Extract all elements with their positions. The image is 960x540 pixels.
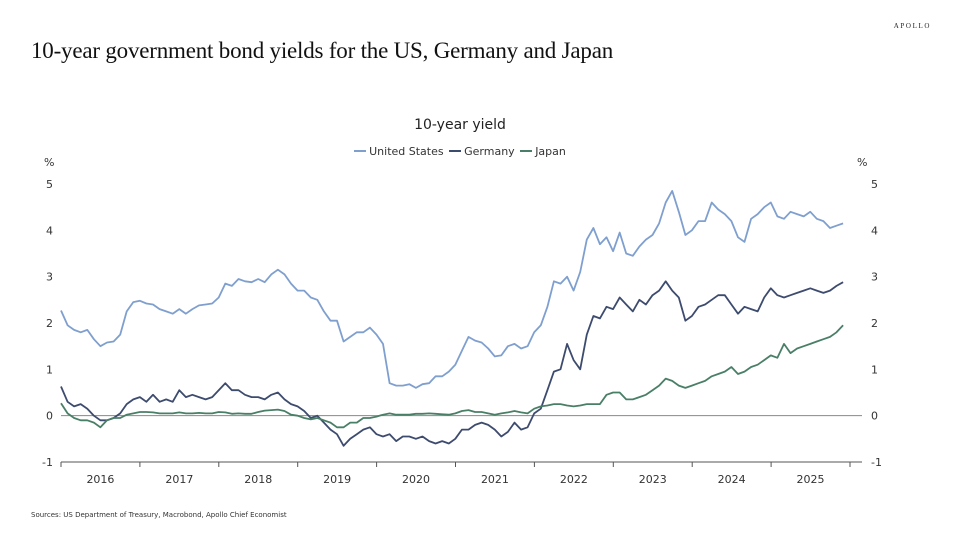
y-tick-label-right: 2 xyxy=(871,317,878,330)
y-axis-unit-left: % xyxy=(44,156,54,169)
x-tick-label: 2016 xyxy=(86,473,114,486)
chart-legend: United States Germany Japan xyxy=(0,142,920,158)
x-tick-label: 2022 xyxy=(560,473,588,486)
y-tick-label-right: 3 xyxy=(871,271,878,284)
brand-logo: APOLLO xyxy=(893,22,931,30)
y-tick-label-left: 5 xyxy=(46,178,53,191)
x-tick-label: 2023 xyxy=(639,473,667,486)
x-tick-label: 2020 xyxy=(402,473,430,486)
x-tick-label: 2018 xyxy=(244,473,272,486)
legend-item-us: United States xyxy=(354,145,444,158)
legend-swatch-us xyxy=(354,150,367,152)
y-tick-label-left: 4 xyxy=(46,224,53,237)
series-line-united-states xyxy=(60,189,844,389)
y-tick-label-left: 1 xyxy=(46,363,53,376)
series-line-germany xyxy=(60,280,844,447)
y-tick-label-left: 0 xyxy=(46,410,53,423)
y-tick-label-left: -1 xyxy=(42,456,53,469)
x-tick-label: 2021 xyxy=(481,473,509,486)
chart-title: 10-year yield xyxy=(414,117,506,133)
legend-swatch-japan xyxy=(520,150,533,152)
y-tick-label-right: 5 xyxy=(871,178,878,191)
y-tick-label-left: 2 xyxy=(46,317,53,330)
legend-label-japan: Japan xyxy=(535,144,566,158)
legend-label-germany: Germany xyxy=(464,144,515,158)
page-title: 10-year government bond yields for the U… xyxy=(31,38,614,63)
series-line-japan xyxy=(60,324,844,429)
y-tick-label-right: -1 xyxy=(871,456,882,469)
x-tick-label: 2025 xyxy=(797,473,825,486)
y-tick-label-right: 1 xyxy=(871,363,878,376)
y-tick-label-left: 3 xyxy=(46,271,53,284)
legend-label-us: United States xyxy=(369,144,444,158)
source-note: Sources: US Department of Treasury, Macr… xyxy=(31,511,287,519)
y-tick-label-right: 0 xyxy=(871,410,878,423)
x-tick-label: 2017 xyxy=(165,473,193,486)
x-tick-label: 2019 xyxy=(323,473,351,486)
y-axis-unit-right: % xyxy=(857,156,867,169)
legend-swatch-germany xyxy=(449,150,462,152)
legend-item-japan: Japan xyxy=(520,145,566,158)
legend-item-germany: Germany xyxy=(449,145,515,158)
x-tick-label: 2024 xyxy=(718,473,746,486)
y-tick-label-right: 4 xyxy=(871,224,878,237)
